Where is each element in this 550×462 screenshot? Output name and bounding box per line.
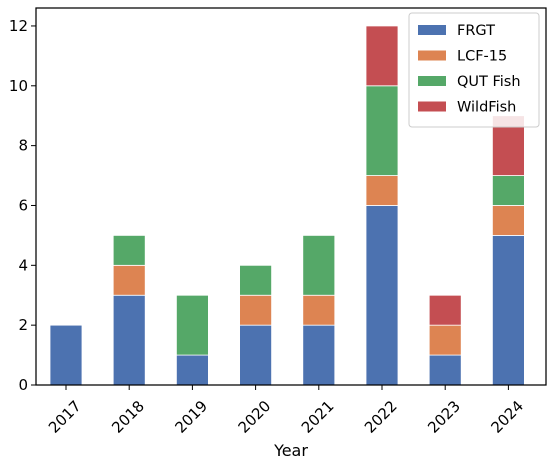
bar-qut-fish-2021	[302, 234, 336, 296]
x-tick-label: 2019	[171, 397, 211, 437]
bar-wildfish-2022	[365, 25, 399, 87]
x-tick-label: 2018	[108, 397, 148, 437]
bar-lcf-15-2024	[491, 205, 525, 236]
x-axis-title: Year	[273, 441, 308, 460]
y-tick-label: 12	[9, 17, 28, 35]
y-axis: 0 2 4 6 8 10 12	[9, 17, 36, 394]
bar-lcf-15-2020	[239, 294, 273, 326]
bar-frgt-2021	[302, 324, 336, 386]
legend-label: WildFish	[457, 100, 516, 116]
bar-lcf-15-2023	[428, 324, 462, 356]
bar-qut-fish-2024	[491, 175, 525, 206]
bar-frgt-2020	[239, 324, 273, 386]
legend-label: LCF-15	[457, 49, 507, 65]
y-tick-label: 2	[18, 316, 28, 334]
bar-lcf-15-2021	[302, 294, 336, 326]
bar-lcf-15-2022	[365, 175, 399, 206]
legend-swatch	[418, 76, 446, 86]
legend: FRGT LCF-15 QUT Fish WildFish	[408, 12, 540, 128]
legend-label: FRGT	[457, 23, 495, 39]
x-tick-label: 2023	[424, 397, 464, 437]
legend-label: QUT Fish	[457, 74, 521, 90]
legend-swatch	[418, 101, 446, 112]
bar-qut-fish-2018	[112, 234, 146, 266]
bars-layer	[49, 25, 525, 386]
bar-qut-fish-2022	[365, 85, 399, 176]
legend-swatch	[418, 50, 446, 61]
y-tick-label: 4	[18, 256, 28, 274]
bar-wildfish-2023	[428, 294, 462, 326]
bar-frgt-2018	[112, 294, 146, 386]
bar-lcf-15-2018	[112, 264, 146, 296]
legend-frame	[408, 12, 540, 128]
x-tick-label: 2024	[487, 397, 527, 437]
y-tick-label: 6	[18, 196, 28, 214]
x-tick-label: 2020	[235, 397, 275, 437]
x-tick-label: 2022	[361, 397, 401, 437]
bar-frgt-2017	[49, 324, 83, 386]
x-axis: 2017 2018 2019 2020 2021 2022 2023 2024	[45, 385, 527, 437]
x-tick-label: 2021	[298, 397, 338, 437]
bar-qut-fish-2019	[175, 294, 209, 356]
plot-frame	[35, 7, 547, 386]
x-tick-label: 2017	[45, 397, 85, 437]
y-tick-label: 0	[18, 376, 28, 394]
bar-frgt-2019	[175, 354, 209, 386]
bar-frgt-2022	[365, 205, 399, 386]
bar-qut-fish-2020	[239, 264, 273, 296]
bar-frgt-2024	[491, 234, 525, 386]
y-tick-label: 8	[18, 137, 28, 155]
legend-swatch	[418, 25, 446, 35]
bar-frgt-2023	[428, 354, 462, 386]
y-tick-label: 10	[9, 77, 28, 95]
